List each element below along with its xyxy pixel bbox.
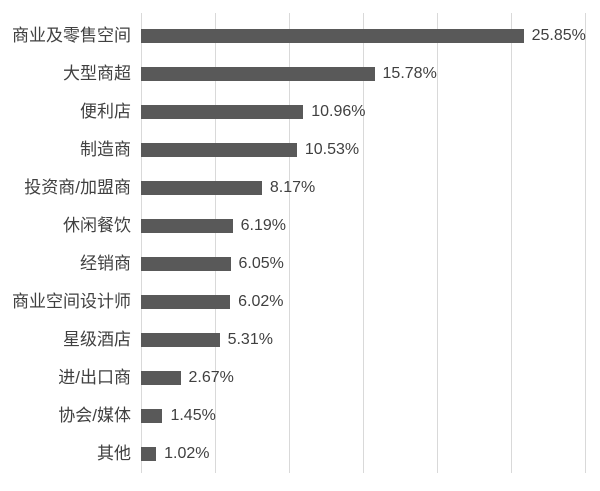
category-label: 制造商 [80, 139, 131, 159]
value-label: 25.85% [531, 27, 586, 44]
category-label: 商业及零售空间 [12, 25, 131, 45]
value-label: 1.02% [164, 445, 210, 462]
bar-area: 15.78% [141, 55, 600, 93]
gridline [437, 13, 438, 473]
category-label: 协会/媒体 [58, 405, 131, 425]
bar-area: 2.67% [141, 359, 600, 397]
bar-row: 制造商 10.53% [0, 131, 600, 169]
bar-row: 休闲餐饮 6.19% [0, 207, 600, 245]
bar-row: 协会/媒体 1.45% [0, 397, 600, 435]
bar [141, 447, 157, 461]
gridline [585, 13, 586, 473]
bar [141, 409, 163, 423]
bar [141, 105, 304, 119]
value-label: 8.17% [269, 179, 316, 196]
category-label: 投资商/加盟商 [24, 177, 131, 197]
bar [141, 181, 262, 195]
bar-row: 进/出口商 2.67% [0, 359, 600, 397]
value-label: 10.96% [311, 103, 366, 120]
value-label: 6.02% [238, 293, 284, 310]
bar [141, 29, 524, 43]
bar-area: 5.31% [141, 321, 600, 359]
bar-row: 大型商超 15.78% [0, 55, 600, 93]
bar [141, 219, 233, 233]
category-label: 便利店 [80, 101, 131, 121]
bar [141, 371, 181, 385]
bar-area: 10.53% [141, 131, 600, 169]
gridline [289, 13, 290, 473]
bar-row: 经销商 6.05% [0, 245, 600, 283]
bar-row: 投资商/加盟商 8.17% [0, 169, 600, 207]
gridlines [141, 13, 586, 473]
value-label: 5.31% [227, 331, 273, 348]
bar [141, 257, 231, 271]
category-label: 大型商超 [63, 63, 131, 83]
category-label: 休闲餐饮 [63, 215, 131, 235]
bar-area: 1.02% [141, 435, 600, 473]
value-label: 2.67% [188, 369, 234, 386]
bar-area: 10.96% [141, 93, 600, 131]
gridline [363, 13, 364, 473]
bar [141, 67, 375, 81]
bar-row: 商业及零售空间 25.85% [0, 17, 600, 55]
bar-row: 其他 1.02% [0, 435, 600, 473]
bar-area: 8.17% [141, 169, 600, 207]
bar-area: 25.85% [141, 17, 600, 55]
category-label: 星级酒店 [63, 329, 131, 349]
value-label: 15.78% [382, 65, 437, 82]
value-label: 1.45% [170, 407, 216, 424]
value-label: 6.05% [238, 255, 284, 272]
bar-area: 6.02% [141, 283, 600, 321]
bar [141, 295, 231, 309]
bar-area: 6.05% [141, 245, 600, 283]
category-label: 其他 [97, 443, 131, 463]
category-label: 商业空间设计师 [12, 291, 131, 311]
gridline [215, 13, 216, 473]
bar [141, 333, 220, 347]
bar-row: 商业空间设计师 6.02% [0, 283, 600, 321]
bar [141, 143, 297, 157]
bar-area: 6.19% [141, 207, 600, 245]
bar-rows: 商业及零售空间 25.85% 大型商超 15.78% 便利店 10.96% 制造… [0, 17, 600, 473]
value-label: 10.53% [304, 141, 360, 158]
category-label: 进/出口商 [58, 367, 131, 387]
gridline [511, 13, 512, 473]
bar-row: 便利店 10.96% [0, 93, 600, 131]
category-label: 经销商 [80, 253, 131, 273]
bar-area: 1.45% [141, 397, 600, 435]
bar-row: 星级酒店 5.31% [0, 321, 600, 359]
gridline [141, 13, 142, 473]
value-label: 6.19% [240, 217, 286, 234]
